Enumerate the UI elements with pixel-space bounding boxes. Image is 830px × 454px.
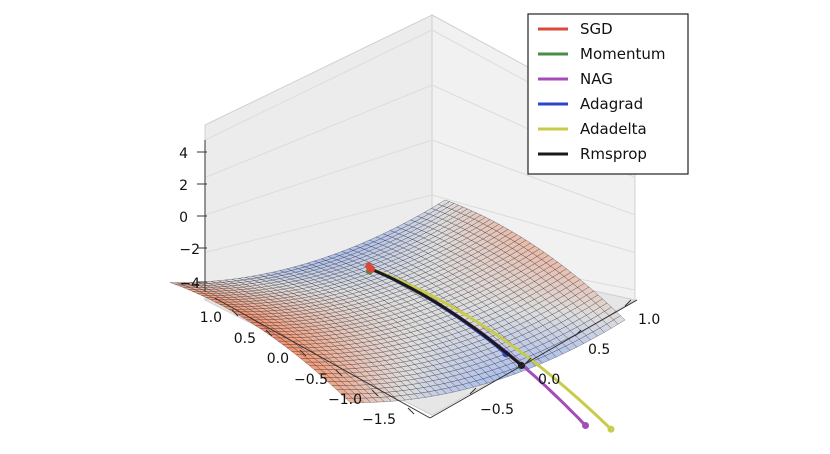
pane-gridline [204,84,433,178]
left-tick-mark [371,389,379,397]
trajectory-marker-nag [582,422,589,429]
z-tick-label: 0 [179,210,188,226]
right-tick-label: 1.0 [638,312,660,328]
legend-label: NAG [580,70,613,88]
legend-label: SGD [580,20,613,38]
pane-gridline [204,194,433,253]
surface-facet [437,199,451,207]
pane-gridline [204,139,433,216]
legend-label: Adadelta [580,120,647,138]
left-tick-label: 0.0 [267,351,289,367]
left-tick-mark [231,309,239,317]
z-tick-label: −4 [179,276,200,292]
left-tick-mark [407,407,415,415]
right-tick-mark [574,329,582,337]
left-tick-label: −0.5 [294,372,328,388]
saddle-surface [169,199,626,403]
pane-gridline [204,29,433,141]
left-tick-mark [299,349,307,357]
left-tick-label: 1.0 [200,310,222,326]
z-axis-ticks: 4 2 0 −2 −4 [179,146,207,292]
legend-label: Adagrad [580,95,643,113]
right-tick-mark [624,299,632,307]
legend-box [527,13,689,175]
trajectory-adadelta [369,267,613,431]
z-tick-label: 2 [179,178,188,194]
legend-label: Rmsprop [580,145,647,163]
trajectory-rmsprop [369,267,523,367]
pane-gridline [431,194,636,253]
legend-label: Momentum [580,45,665,63]
trajectory-start-point [367,265,375,273]
left-axis-line [214,297,431,419]
pane-gridline [431,139,636,216]
trajectory-marker-adadelta [607,425,615,433]
left-tick-label: −1.5 [362,412,396,428]
left-tick-mark [265,329,273,337]
legend: SGD Momentum NAG Adagrad Adadelta Rmspro… [527,13,689,175]
right-tick-mark [469,387,477,395]
z-tick-label: 4 [179,146,188,162]
z-tick-label: −2 [179,242,200,258]
right-axis-ticks: 1.0 0.5 0.0 −0.5 [469,299,660,418]
right-tick-label: −0.5 [480,402,514,418]
left-tick-mark [335,369,343,377]
right-tick-mark [524,357,532,365]
right-axis-line [429,299,638,419]
optimizer-trajectories [365,262,615,433]
left-axis-ticks: 1.0 0.5 0.0 −0.5 −1.0 −1.5 [200,309,415,428]
right-tick-label: 0.0 [538,372,560,388]
right-tick-label: 0.5 [588,342,610,358]
left-tick-label: −1.0 [328,392,362,408]
left-tick-label: 0.5 [234,331,256,347]
